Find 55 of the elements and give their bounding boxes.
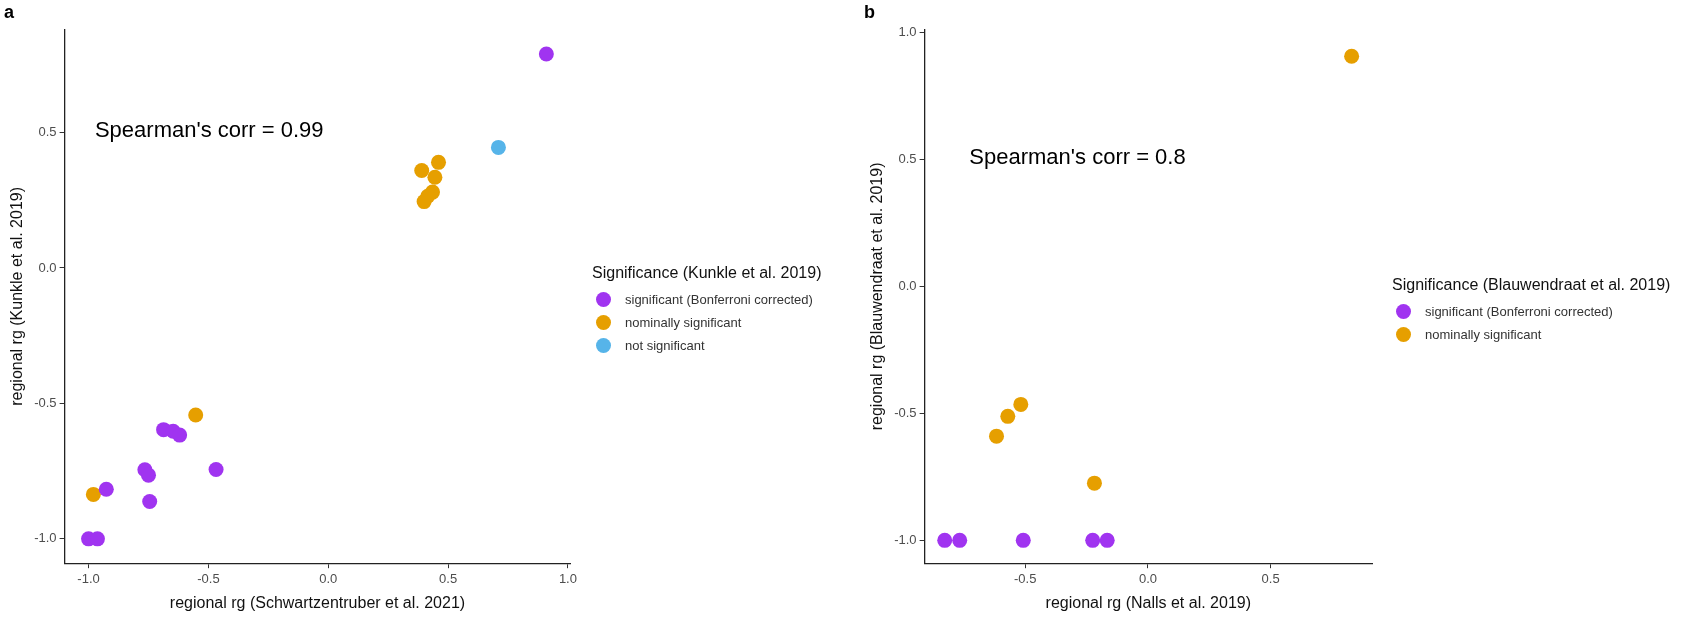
point — [490, 139, 506, 155]
y-tick-label: 0.5 — [38, 124, 57, 140]
point — [140, 467, 156, 483]
legend-label: not significant — [625, 338, 705, 353]
point — [1344, 48, 1360, 64]
y-tick-label: -1.0 — [894, 531, 917, 547]
legend-label: significant (Bonferroni corrected) — [1425, 303, 1613, 319]
point — [414, 162, 430, 178]
chart-title: b — [864, 1, 875, 22]
x-tick-label: -1.0 — [77, 570, 100, 586]
y-tick-label: 0.5 — [898, 150, 917, 166]
y-axis-title: regional rg (Blauwendraat et al. 2019) — [868, 162, 886, 431]
point — [1013, 396, 1029, 412]
point — [989, 428, 1005, 444]
y-axis-title: regional rg (Kunkle et al. 2019) — [8, 187, 26, 406]
y-tick-label: 0.0 — [898, 277, 917, 293]
x-tick-label: 0.0 — [319, 570, 338, 586]
x-tick-label: 0.5 — [439, 570, 458, 586]
point — [85, 486, 101, 502]
y-tick-label: -0.5 — [894, 404, 917, 420]
point — [427, 169, 443, 185]
y-tick-label: 1.0 — [898, 23, 917, 39]
legend-title: Significance (Kunkle et al. 2019) — [592, 264, 823, 282]
x-tick-label: 1.0 — [558, 570, 577, 586]
legend-title: Significance (Blauwendraat et al. 2019) — [1392, 275, 1672, 294]
point — [188, 407, 204, 423]
point — [1000, 408, 1016, 424]
x-tick-label: 0.0 — [1138, 570, 1157, 586]
chart-title: a — [4, 1, 15, 22]
point — [1015, 532, 1031, 548]
point — [952, 532, 968, 548]
point — [937, 532, 953, 548]
annotation: Spearman's corr = 0.99 — [94, 117, 324, 143]
y-tick-label: -1.0 — [34, 530, 57, 546]
point — [416, 194, 432, 210]
point — [538, 46, 554, 62]
point — [98, 481, 114, 497]
y-tick-label: 0.0 — [38, 259, 57, 275]
annotation: Spearman's corr = 0.8 — [969, 143, 1186, 169]
point — [1085, 532, 1101, 548]
x-axis-title: regional rg (Nalls et al. 2019) — [1045, 593, 1252, 611]
x-tick-label: -0.5 — [197, 570, 220, 586]
point — [1099, 532, 1115, 548]
point — [208, 461, 224, 477]
legend-label: significant (Bonferroni corrected) — [625, 292, 813, 307]
point — [1086, 475, 1102, 491]
legend-label: nominally significant — [625, 315, 742, 330]
legend-label: nominally significant — [1425, 326, 1542, 342]
x-tick-label: -0.5 — [1014, 570, 1037, 586]
x-tick-label: 0.5 — [1261, 570, 1280, 586]
point — [431, 154, 446, 170]
x-axis-title: regional rg (Schwartzentruber et al. 2021) — [169, 593, 466, 611]
y-tick-label: -0.5 — [34, 394, 57, 410]
point — [172, 427, 188, 443]
point — [142, 493, 158, 509]
